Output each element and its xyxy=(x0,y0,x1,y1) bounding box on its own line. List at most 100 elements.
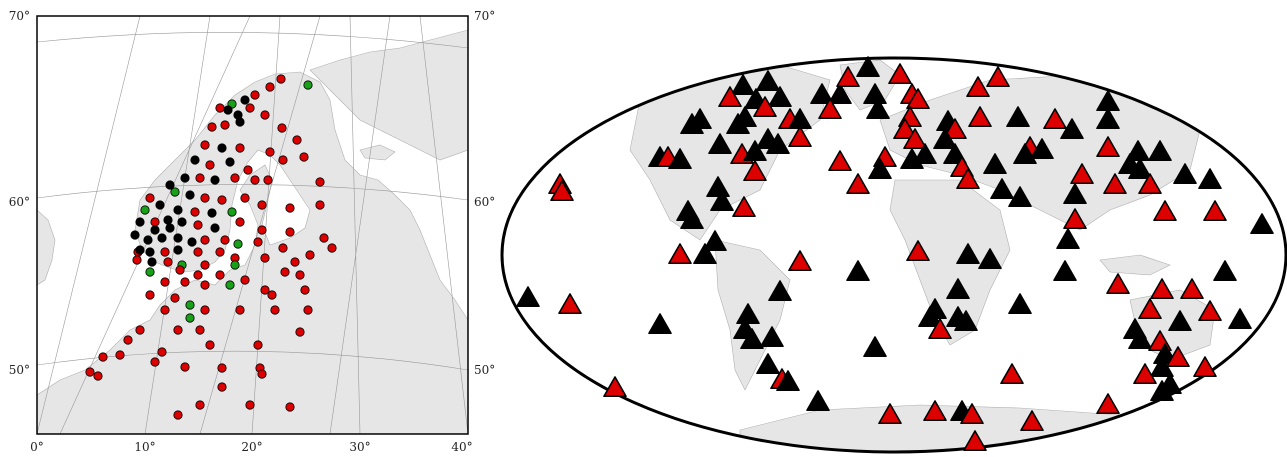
station-marker xyxy=(956,168,980,190)
station-marker xyxy=(1213,260,1237,282)
station-marker xyxy=(788,250,812,272)
station-marker xyxy=(200,260,210,270)
station-marker xyxy=(1096,136,1120,158)
station-marker xyxy=(1128,328,1152,350)
station-marker xyxy=(175,265,185,275)
station-marker xyxy=(217,363,227,373)
lon-tick-10: 10° xyxy=(134,440,155,454)
station-marker xyxy=(150,357,160,367)
station-marker xyxy=(743,140,767,162)
station-marker xyxy=(828,150,852,172)
station-marker xyxy=(978,248,1002,270)
station-marker xyxy=(968,106,992,128)
station-marker xyxy=(217,143,227,153)
station-marker xyxy=(933,128,957,150)
station-marker xyxy=(215,270,225,280)
station-marker xyxy=(1148,140,1172,162)
station-marker xyxy=(115,350,125,360)
station-marker xyxy=(257,225,267,235)
station-marker xyxy=(648,313,672,335)
station-marker xyxy=(190,155,200,165)
station-marker xyxy=(285,402,295,412)
station-marker xyxy=(173,410,183,420)
station-marker xyxy=(756,70,780,92)
station-marker xyxy=(210,175,220,185)
station-marker xyxy=(726,113,750,135)
station-marker xyxy=(1126,140,1150,162)
station-marker xyxy=(205,340,215,350)
station-marker xyxy=(1006,106,1030,128)
lat-tick-right-60: 60° xyxy=(474,195,495,209)
station-marker xyxy=(135,325,145,335)
station-marker xyxy=(98,352,108,362)
station-marker xyxy=(305,250,315,260)
station-marker xyxy=(233,239,243,249)
station-marker xyxy=(1056,228,1080,250)
station-marker xyxy=(1138,173,1162,195)
station-marker xyxy=(227,207,237,217)
station-marker xyxy=(200,305,210,315)
station-marker xyxy=(963,430,987,452)
station-marker xyxy=(145,247,155,257)
station-marker xyxy=(906,88,930,110)
station-marker xyxy=(928,318,952,340)
station-marker xyxy=(290,257,300,267)
station-marker xyxy=(143,235,153,245)
station-marker xyxy=(200,140,210,150)
station-marker xyxy=(990,178,1014,200)
station-marker xyxy=(1063,183,1087,205)
station-marker xyxy=(303,305,313,315)
station-marker xyxy=(708,133,732,155)
station-marker xyxy=(207,208,217,218)
station-marker xyxy=(846,260,870,282)
station-marker xyxy=(280,267,290,277)
station-marker xyxy=(863,336,887,358)
station-marker xyxy=(147,257,157,267)
station-marker xyxy=(300,285,310,295)
station-marker xyxy=(230,173,240,183)
station-marker xyxy=(1166,346,1190,368)
station-marker xyxy=(1008,186,1032,208)
station-marker xyxy=(220,120,230,130)
station-marker xyxy=(550,180,574,202)
station-marker xyxy=(668,148,692,170)
station-marker xyxy=(943,118,967,140)
station-marker xyxy=(954,310,978,332)
station-marker xyxy=(235,117,245,127)
station-marker xyxy=(753,96,777,118)
station-marker xyxy=(163,215,173,225)
station-marker xyxy=(135,217,145,227)
station-marker xyxy=(163,257,173,267)
station-marker xyxy=(253,340,263,350)
station-marker xyxy=(145,267,155,277)
lat-tick-left-60: 60° xyxy=(9,195,30,209)
station-marker xyxy=(1106,273,1130,295)
station-marker xyxy=(731,74,755,96)
station-marker xyxy=(966,76,990,98)
station-marker xyxy=(93,371,103,381)
station-marker xyxy=(157,347,167,357)
station-marker xyxy=(193,247,203,257)
station-marker xyxy=(217,195,227,205)
station-marker xyxy=(1198,300,1222,322)
station-marker xyxy=(1096,108,1120,130)
station-marker xyxy=(157,233,167,243)
station-marker xyxy=(145,193,155,203)
station-marker xyxy=(195,400,205,410)
station-marker xyxy=(866,98,890,120)
station-marker xyxy=(245,103,255,113)
station-marker xyxy=(856,56,880,78)
global-map-outline xyxy=(500,56,1287,454)
station-marker xyxy=(173,205,183,215)
station-marker xyxy=(710,190,734,212)
station-marker xyxy=(187,237,197,247)
station-marker xyxy=(263,175,273,185)
lon-tick-40: 40° xyxy=(451,440,472,454)
lat-tick-right-70: 70° xyxy=(474,9,495,23)
station-marker xyxy=(1228,308,1252,330)
station-marker xyxy=(200,280,210,290)
station-marker xyxy=(868,158,892,180)
station-marker xyxy=(760,326,784,348)
station-marker xyxy=(1008,293,1032,315)
regional-land xyxy=(37,29,468,434)
